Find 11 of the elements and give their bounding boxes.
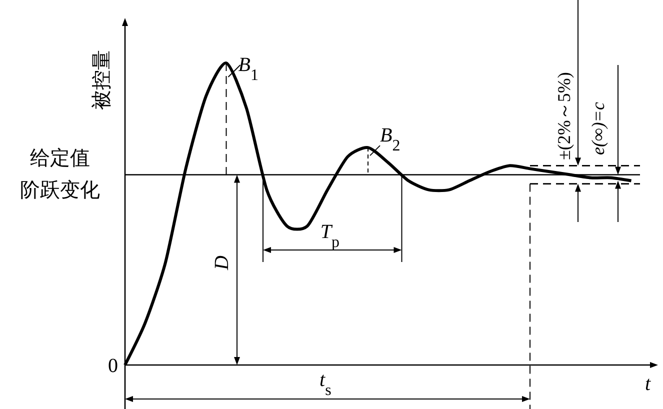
ref-line-label: 给定值阶跃变化 (20, 146, 100, 202)
annotation: ±(2%～5%) (554, 72, 574, 160)
x-axis-title: t (320, 369, 326, 391)
annotation: D (211, 255, 233, 271)
y-axis-title: 被控量 (89, 50, 113, 110)
text: 0 (108, 355, 118, 377)
text: s (325, 382, 332, 398)
annotation: B$_{2}$ (380, 124, 400, 154)
text: t (645, 373, 651, 395)
annotation: B$_{1}$ (238, 54, 258, 84)
annotation: e(∞)=c (588, 102, 608, 155)
